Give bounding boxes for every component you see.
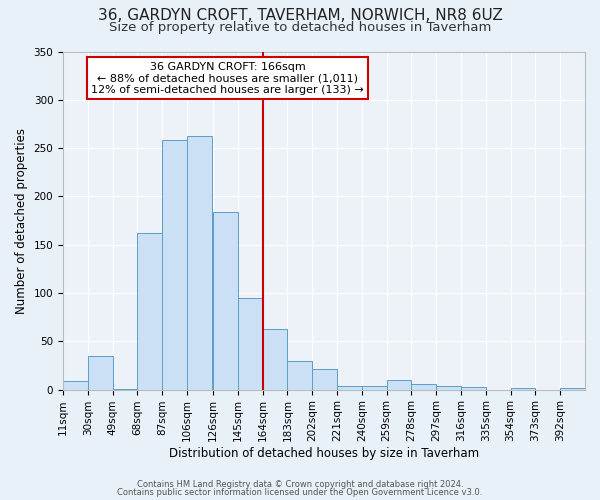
Bar <box>263 328 287 390</box>
Text: 36, GARDYN CROFT, TAVERHAM, NORWICH, NR8 6UZ: 36, GARDYN CROFT, TAVERHAM, NORWICH, NR8… <box>98 8 502 22</box>
Y-axis label: Number of detached properties: Number of detached properties <box>15 128 28 314</box>
Bar <box>386 380 412 390</box>
Bar <box>362 386 386 390</box>
Text: Contains public sector information licensed under the Open Government Licence v3: Contains public sector information licen… <box>118 488 482 497</box>
Bar <box>137 233 162 390</box>
Bar <box>213 212 238 390</box>
Text: Size of property relative to detached houses in Taverham: Size of property relative to detached ho… <box>109 21 491 34</box>
Bar <box>337 386 362 390</box>
Bar <box>238 298 263 390</box>
Bar <box>63 381 88 390</box>
Bar <box>461 386 486 390</box>
Bar <box>560 388 585 390</box>
Bar <box>187 136 212 390</box>
Bar <box>312 370 337 390</box>
Bar <box>113 388 137 390</box>
Bar <box>511 388 535 390</box>
X-axis label: Distribution of detached houses by size in Taverham: Distribution of detached houses by size … <box>169 447 479 460</box>
Text: 36 GARDYN CROFT: 166sqm
← 88% of detached houses are smaller (1,011)
12% of semi: 36 GARDYN CROFT: 166sqm ← 88% of detache… <box>91 62 364 95</box>
Bar <box>162 140 187 390</box>
Bar <box>88 356 113 390</box>
Bar <box>412 384 436 390</box>
Bar <box>436 386 461 390</box>
Text: Contains HM Land Registry data © Crown copyright and database right 2024.: Contains HM Land Registry data © Crown c… <box>137 480 463 489</box>
Bar <box>287 360 312 390</box>
